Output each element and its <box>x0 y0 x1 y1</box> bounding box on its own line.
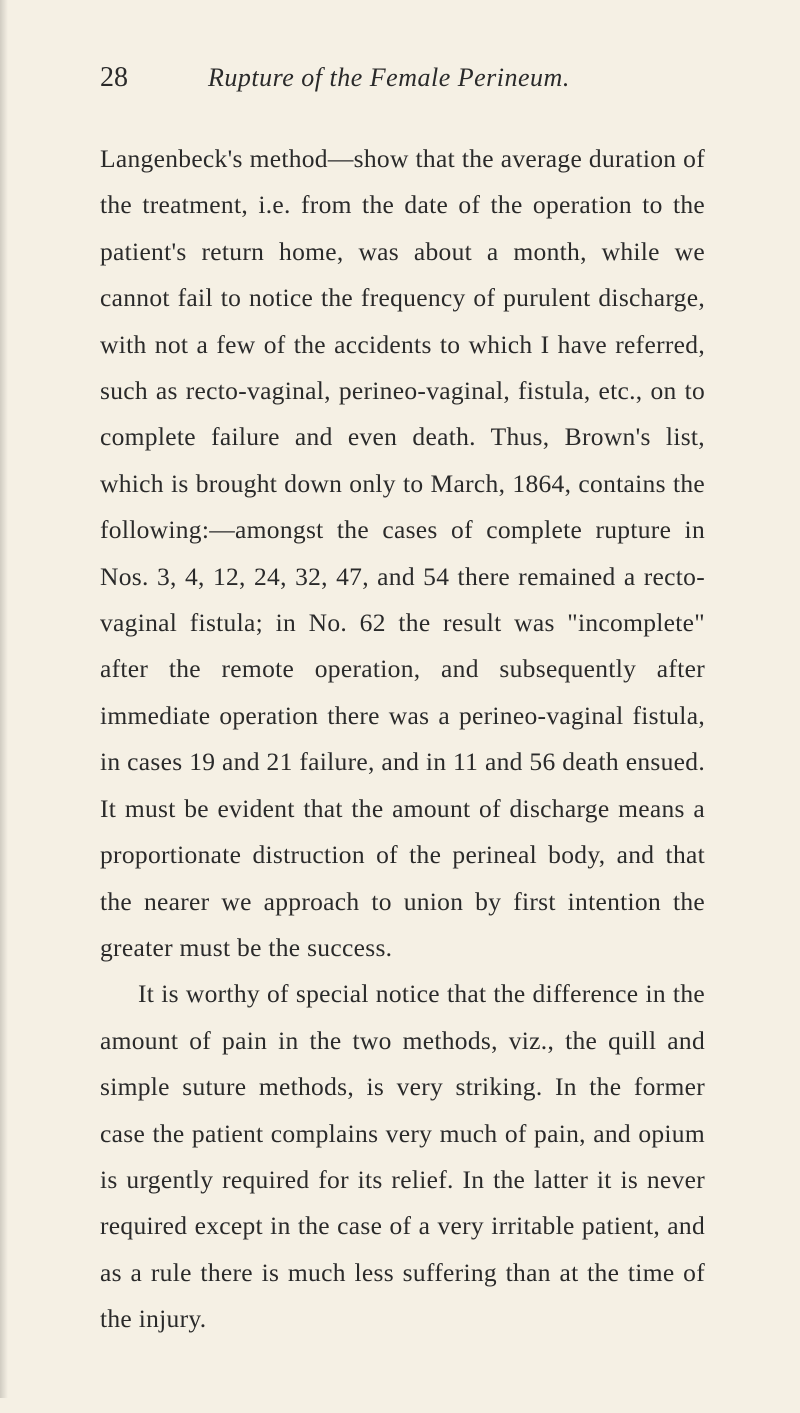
paragraph-2: It is worthy of special notice that the … <box>100 971 705 1342</box>
paragraph-1: Langenbeck's method—show that the averag… <box>100 136 705 971</box>
page-number: 28 <box>100 62 128 94</box>
body-text: Langenbeck's method—show that the averag… <box>100 136 705 1343</box>
page-title: Rupture of the Female Perineum. <box>208 63 570 93</box>
document-page: 28 Rupture of the Female Perineum. Lange… <box>0 0 800 1413</box>
page-header: 28 Rupture of the Female Perineum. <box>100 62 705 94</box>
